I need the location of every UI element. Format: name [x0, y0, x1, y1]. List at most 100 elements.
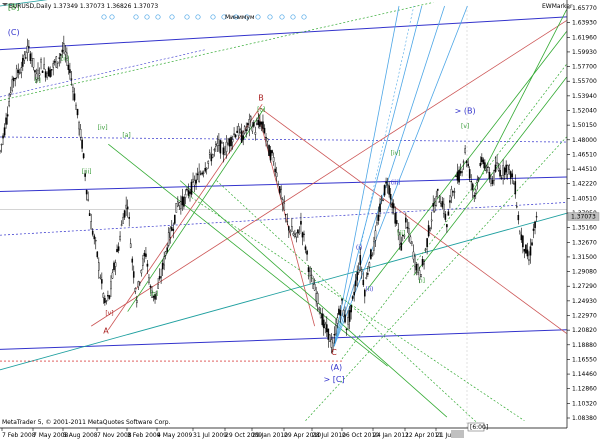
trendline[interactable] — [333, 5, 468, 347]
wave-label: A — [103, 326, 109, 335]
trendline[interactable] — [0, 49, 206, 98]
trendline[interactable] — [341, 63, 567, 360]
price-tick-label: 1.12860 — [572, 386, 597, 393]
time-tick-label: 7 Feb 2008 — [2, 432, 36, 439]
candle-body — [107, 294, 109, 297]
candle-body — [251, 126, 254, 132]
candle-body — [262, 121, 264, 129]
candle-body — [350, 305, 352, 313]
candle-body — [122, 216, 124, 224]
candle-body — [456, 171, 459, 181]
candle-body — [493, 170, 495, 181]
candle-body — [140, 269, 143, 274]
wave-label: [i] — [419, 277, 425, 284]
wave-label: C — [331, 348, 337, 357]
candle-body — [137, 281, 140, 288]
trendline[interactable] — [90, 20, 567, 327]
trendline[interactable] — [0, 202, 567, 236]
candle-body — [132, 271, 135, 278]
trendline[interactable] — [333, 5, 423, 347]
price-tick-label: 1.27290 — [572, 283, 597, 290]
drawn-trendlines[interactable] — [0, 0, 567, 425]
candle-body — [452, 191, 454, 193]
candle-body — [370, 249, 372, 259]
trendline[interactable] — [0, 176, 567, 193]
candle-body — [330, 339, 333, 348]
candle-body — [418, 270, 421, 280]
candle-body — [221, 142, 223, 144]
candle-body — [116, 249, 118, 253]
candle-body — [392, 203, 395, 209]
candle-body — [426, 238, 428, 247]
trendline[interactable] — [259, 107, 567, 334]
candle-body — [139, 282, 141, 284]
trendline[interactable] — [108, 143, 388, 367]
candle-body — [175, 202, 178, 213]
candle-body — [231, 139, 234, 143]
candle-body — [348, 310, 351, 322]
trendline[interactable] — [0, 329, 567, 350]
candle-body — [208, 152, 211, 155]
wave-label: (ii) — [365, 286, 373, 293]
price-tick-label: 1.35160 — [572, 225, 597, 232]
candle-body — [421, 259, 424, 266]
trendline[interactable] — [333, 5, 400, 347]
trendline[interactable] — [0, 16, 567, 51]
candle-body — [249, 116, 252, 121]
marker-icon — [233, 14, 239, 20]
candle-body — [474, 189, 477, 194]
time-tick-label: 3 Feb 2009 — [127, 432, 161, 439]
candle-body — [415, 264, 418, 271]
candle-body — [158, 276, 161, 279]
trendline[interactable] — [333, 5, 445, 347]
trendline[interactable] — [0, 212, 567, 371]
candle-body — [154, 293, 156, 300]
candle-body — [189, 191, 191, 194]
candle-body — [198, 171, 200, 182]
candle-body — [20, 67, 23, 73]
candle-body — [319, 313, 322, 319]
time-box — [451, 430, 464, 438]
price-tick-label: 1.10320 — [572, 400, 597, 407]
candle-body — [354, 280, 357, 287]
trendline[interactable] — [472, 9, 567, 192]
candle-body — [105, 300, 108, 302]
candle-body — [281, 199, 284, 203]
candle-body — [52, 63, 54, 68]
trendline[interactable] — [257, 111, 316, 327]
candle-body — [374, 230, 377, 241]
price-tick-label: 1.18880 — [572, 342, 597, 349]
candle-body — [403, 235, 406, 237]
candle-body — [496, 162, 498, 164]
candle-body — [253, 122, 255, 127]
candle-body — [186, 188, 188, 191]
trendline[interactable] — [305, 136, 567, 421]
trendline[interactable] — [0, 136, 567, 143]
candle-body — [2, 135, 4, 139]
candle-body — [6, 114, 9, 117]
candle-body — [248, 119, 251, 128]
trendline[interactable] — [0, 0, 217, 7]
candle-body — [432, 203, 435, 207]
candle-body — [484, 162, 486, 169]
candle-body — [408, 228, 410, 234]
candle-body — [322, 319, 325, 329]
candle-body — [60, 53, 62, 56]
candle-body — [75, 104, 77, 110]
wave-label: [i] — [34, 77, 40, 84]
candle-body — [478, 177, 480, 179]
trendline[interactable] — [107, 103, 263, 331]
candle-body — [204, 167, 207, 172]
candle-body — [148, 277, 150, 283]
wave-label: (iii) — [391, 179, 401, 186]
price-tick-label: 1.42220 — [572, 181, 597, 188]
candle-body — [275, 172, 278, 177]
trendline[interactable] — [187, 194, 525, 422]
trendline[interactable] — [0, 2, 434, 101]
candle-body — [145, 253, 147, 257]
candle-body — [394, 212, 397, 224]
candle-body — [37, 69, 39, 80]
candle-body — [205, 167, 208, 170]
